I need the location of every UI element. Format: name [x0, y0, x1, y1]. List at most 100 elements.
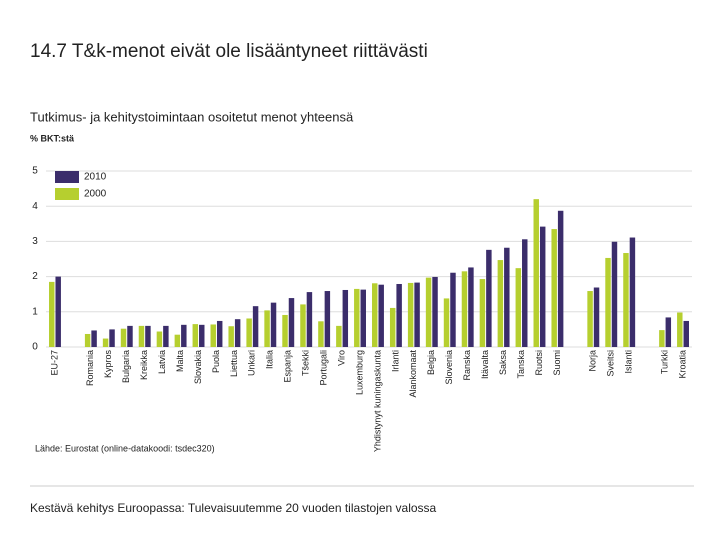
x-tick-label: Tšekki: [301, 350, 311, 376]
x-tick-label: Saksa: [498, 350, 508, 375]
bar: [354, 288, 360, 347]
x-tick-label: Sveitsi: [606, 350, 616, 377]
y-tick-label: 0: [32, 342, 38, 353]
x-tick-label: Portugali: [319, 350, 329, 386]
x-tick-label: Unkari: [247, 350, 257, 376]
y-axis-label: % BKT:stä: [30, 133, 75, 143]
bar: [174, 334, 181, 347]
x-tick-label: Viro: [336, 350, 346, 366]
bar: [683, 320, 689, 347]
x-tick-label: Suomi: [552, 350, 562, 376]
bar: [163, 325, 169, 347]
bar: [252, 306, 259, 347]
bar: [539, 226, 546, 347]
bar: [515, 268, 522, 347]
bar: [414, 282, 420, 347]
source: Lähde: Eurostat (online-datakoodi: tsdec…: [35, 443, 215, 453]
x-tick-label: EU-27: [49, 350, 59, 376]
x-tick-label: Ruotsi: [534, 350, 544, 376]
x-tick-label: Ranska: [462, 350, 472, 381]
x-tick-label: Norja: [588, 350, 598, 372]
y-tick-label: 3: [32, 236, 38, 247]
bar: [288, 298, 295, 347]
bar: [282, 314, 288, 347]
bar: [396, 283, 402, 347]
bar: [425, 277, 432, 347]
x-tick-label: Luxemburg: [354, 350, 364, 395]
bar: [156, 331, 163, 347]
bar: [91, 330, 97, 347]
x-tick-label: Romania: [85, 350, 95, 386]
x-tick-label: Yhdistynyt kuningaskunta: [372, 350, 382, 452]
bar: [450, 272, 456, 347]
x-tick-label: Kroatia: [677, 350, 687, 379]
x-tick-label: Tanska: [516, 350, 526, 379]
bar: [234, 319, 241, 347]
bar: [228, 326, 234, 347]
footer: Kestävä kehitys Euroopassa: Tulevaisuute…: [30, 501, 437, 515]
bar: [551, 229, 557, 347]
legend-swatch: [55, 188, 79, 200]
y-tick-label: 5: [32, 166, 38, 177]
bar: [360, 289, 366, 347]
bar: [49, 281, 55, 347]
bar: [605, 257, 611, 347]
x-tick-label: Espanja: [283, 350, 293, 383]
y-tick-label: 1: [32, 306, 38, 317]
bar: [84, 333, 91, 347]
x-tick-label: Liettua: [229, 350, 239, 377]
legend-swatch: [55, 171, 79, 183]
bar: [611, 241, 618, 347]
bar: [192, 324, 199, 347]
bar: [138, 325, 145, 347]
legend-label: 2000: [84, 189, 107, 200]
bar: [378, 284, 384, 347]
x-tick-label: Kreikka: [139, 350, 149, 380]
x-tick-label: Alankomaat: [408, 350, 418, 398]
bar: [342, 289, 349, 347]
bar: [659, 330, 665, 347]
bar: [587, 291, 593, 347]
x-tick-label: Kypros: [103, 350, 113, 379]
bar: [210, 324, 216, 347]
y-tick-label: 2: [32, 271, 38, 282]
chart-title: 14.7 T&k-menot eivät ole lisääntyneet ri…: [30, 41, 428, 62]
bar: [318, 321, 324, 347]
bar: [336, 325, 342, 347]
y-tick-label: 4: [32, 201, 38, 212]
x-tick-label: Itävalta: [480, 350, 490, 379]
x-tick-label: Puola: [211, 350, 221, 373]
bar: [593, 287, 600, 347]
bar: [109, 329, 115, 347]
bar: [677, 312, 683, 347]
bar: [443, 298, 450, 347]
bar: [522, 239, 528, 347]
x-tick-label: Latvia: [157, 350, 167, 374]
bar: [306, 292, 313, 347]
bar: [623, 253, 629, 347]
bar: [461, 271, 468, 347]
bar: [145, 325, 151, 347]
bar: [557, 210, 564, 347]
bar: [407, 282, 414, 347]
x-tick-label: Irlanti: [390, 350, 400, 372]
bar: [216, 320, 223, 347]
bar: [199, 324, 205, 347]
bar: [181, 324, 187, 347]
x-tick-label: Slovakia: [193, 350, 203, 384]
bar: [497, 260, 504, 347]
x-tick-label: Islanti: [624, 350, 634, 374]
x-tick-label: Italia: [265, 350, 275, 369]
bar: [504, 247, 510, 347]
bar: [389, 307, 396, 347]
bar: [533, 199, 539, 347]
bar: [264, 310, 270, 347]
bar: [102, 338, 109, 347]
legend-label: 2010: [84, 172, 107, 183]
bar: [665, 317, 672, 347]
x-tick-label: Bulgaria: [121, 350, 131, 383]
bar: [432, 276, 438, 347]
bar: [372, 283, 378, 347]
bar: [479, 279, 486, 347]
